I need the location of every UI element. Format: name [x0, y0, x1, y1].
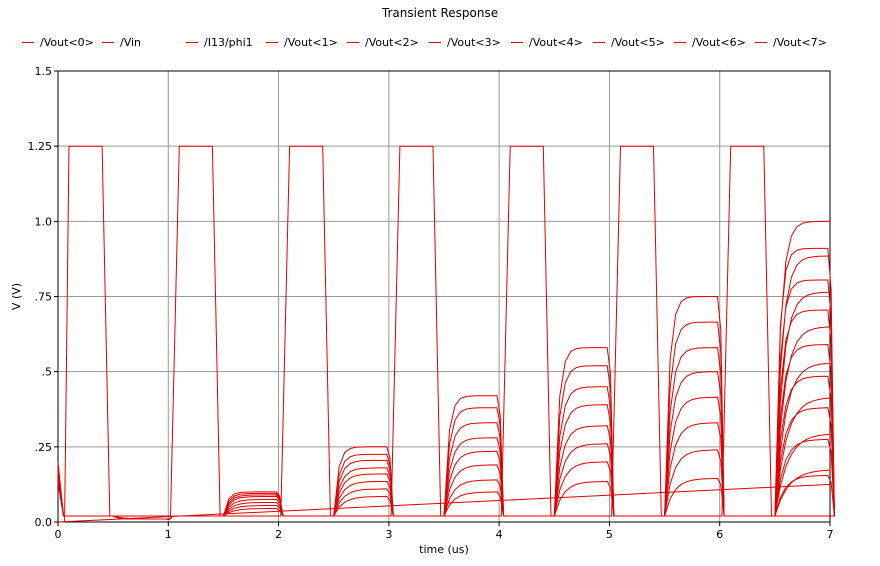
x-tick-label: 5 — [606, 528, 613, 541]
legend-label: /Vout<7> — [773, 36, 827, 49]
legend-label: /Vin — [120, 36, 142, 49]
y-axis-label: V (V) — [10, 283, 23, 310]
y-tick-label: .25 — [35, 441, 53, 454]
legend-item-vout1[interactable]: /Vout<1> — [266, 36, 338, 49]
legend-item-vout3[interactable]: /Vout<3> — [429, 36, 501, 49]
y-tick-label: .75 — [35, 291, 53, 304]
legend-swatch — [22, 42, 34, 43]
x-tick-label: 3 — [385, 528, 392, 541]
x-tick-label: 6 — [716, 528, 723, 541]
legend-swatch — [593, 42, 605, 43]
x-tick-label: 1 — [165, 528, 172, 541]
legend-swatch — [755, 42, 767, 43]
legend-label: /Vout<1> — [284, 36, 338, 49]
x-tick-label: 7 — [827, 528, 834, 541]
legend-item-vout6[interactable]: /Vout<6> — [674, 36, 746, 49]
legend-swatch — [186, 42, 198, 43]
legend-label: /I13/phi1 — [204, 36, 253, 49]
series-curves — [57, 145, 835, 523]
series-line-vout6 — [57, 433, 835, 520]
y-tick-label: 1.25 — [28, 140, 53, 153]
legend-swatch — [429, 42, 441, 43]
y-tick-label: 1.5 — [35, 65, 53, 78]
series-line-vout5 — [57, 397, 835, 520]
legend-label: /Vout<5> — [611, 36, 665, 49]
legend-swatch — [266, 42, 278, 43]
legend-item-phi1[interactable]: /I13/phi1 — [186, 36, 253, 49]
legend-swatch — [511, 42, 523, 43]
y-tick-label: .5 — [42, 366, 53, 379]
legend-swatch — [674, 42, 686, 43]
series-line-phi1 — [58, 145, 830, 523]
legend-swatch — [347, 42, 359, 43]
axis-ticks: 0 1 2 3 4 5 6 7 0.0 .25 .5 .75 1.0 1.25 1.5 — [28, 65, 834, 541]
legend-label: /Vout<4> — [529, 36, 583, 49]
x-tick-label: 2 — [275, 528, 282, 541]
legend-item-vin[interactable]: /Vin — [102, 36, 141, 49]
series-line-vout0 — [57, 220, 835, 520]
y-tick-label: 1.0 — [35, 215, 53, 228]
x-tick-label: 4 — [496, 528, 503, 541]
legend-item-vout5[interactable]: /Vout<5> — [593, 36, 665, 49]
chart-title: Transient Response — [381, 6, 499, 20]
x-tick-label: 0 — [55, 528, 62, 541]
legend-item-vout7[interactable]: /Vout<7> — [755, 36, 827, 49]
series-line-vout7 — [57, 469, 835, 520]
legend-label: /Vout<6> — [692, 36, 746, 49]
legend-item-vout4[interactable]: /Vout<4> — [511, 36, 583, 49]
legend-label: /Vout<3> — [447, 36, 501, 49]
legend-label: /Vout<0> — [40, 36, 94, 49]
legend-item-vout0[interactable]: /Vout<0> — [22, 36, 94, 49]
legend-item-vout2[interactable]: /Vout<2> — [347, 36, 419, 49]
x-axis-label: time (us) — [419, 543, 469, 556]
legend-label: /Vout<2> — [365, 36, 419, 49]
y-tick-label: 0.0 — [35, 516, 53, 529]
legend-swatch — [102, 42, 114, 43]
